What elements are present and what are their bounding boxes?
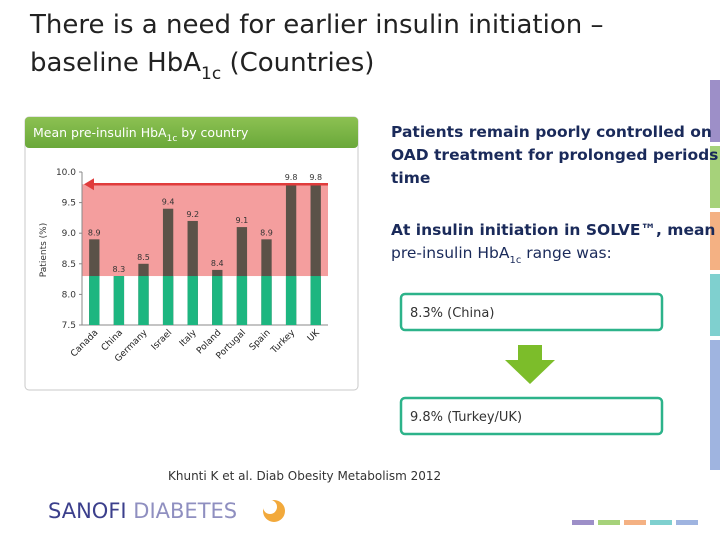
value-box: [399, 396, 664, 436]
value-label: 8.9: [88, 228, 101, 237]
y-tick-label: 8.5: [62, 260, 76, 270]
tab: [710, 212, 720, 270]
slide-title: baseline HbA1c (Countries): [30, 48, 374, 84]
slide-title: There is a need for earlier insulin init…: [29, 10, 604, 40]
point-text: OAD treatment for prolonged periods of: [391, 146, 720, 164]
dash: [676, 520, 698, 525]
value-label: 8.3: [113, 265, 126, 274]
value-label: 9.2: [186, 210, 199, 219]
y-axis-label: Patients (%): [39, 223, 49, 277]
value-label: 9.8: [309, 173, 322, 182]
box-text: 8.3% (China): [410, 306, 494, 321]
value-label: 8.9: [260, 228, 273, 237]
title-part: Mean pre-insulin HbA: [33, 125, 167, 140]
bar: [285, 184, 297, 325]
bar-base: [162, 276, 174, 325]
y-tick-label: 8.0: [62, 290, 77, 300]
bar: [310, 184, 321, 325]
title-part: baseline HbA: [30, 48, 201, 78]
dash: [598, 520, 620, 525]
text-subscript: 1c: [510, 255, 522, 266]
bar-base: [310, 276, 321, 325]
bar-base: [187, 276, 198, 325]
title-subscript: 1c: [201, 64, 221, 84]
down-arrow: [505, 345, 555, 384]
title-part: (Countries): [221, 48, 374, 78]
chart-header: [25, 117, 358, 148]
arrow-head: [84, 178, 94, 191]
bar-base: [212, 276, 223, 325]
tab: [710, 146, 720, 208]
chart-title: Mean pre-insulin HbA1c by country: [33, 125, 249, 144]
y-tick-label: 9.0: [62, 229, 77, 239]
dash: [572, 520, 594, 525]
tab: [710, 80, 720, 142]
value-label: 9.8: [285, 173, 298, 182]
citation: Khunti K et al. Diab Obesity Metabolism …: [168, 469, 441, 483]
value-label: 9.1: [236, 216, 249, 225]
dash: [650, 520, 672, 525]
bar-base: [138, 276, 149, 325]
tab: [710, 274, 720, 336]
dash: [624, 520, 646, 525]
logo-mark: [263, 500, 277, 514]
value-label: 8.4: [211, 259, 224, 268]
title-part: by country: [177, 125, 249, 140]
point-text: Patients remain poorly controlled on: [391, 123, 712, 141]
text-part: range was:: [521, 244, 611, 262]
plot: 7.58.08.59.09.510.0Canada8.9China8.3Germ…: [56, 168, 328, 364]
bar: [187, 220, 198, 325]
y-tick-label: 9.5: [62, 199, 76, 209]
bar-base: [236, 276, 248, 325]
bar-base: [89, 276, 100, 325]
value-box: [399, 292, 664, 332]
point-text: time: [391, 169, 430, 187]
point-text: pre-insulin HbA1c range was:: [391, 244, 612, 266]
logo-part: DIABETES: [127, 499, 238, 523]
title-subscript: 1c: [167, 134, 178, 144]
bar: [162, 208, 174, 325]
bar-base: [261, 276, 272, 325]
bar-base: [285, 276, 297, 325]
y-tick-label: 10.0: [56, 168, 76, 178]
logo: SANOFI DIABETES: [48, 499, 237, 523]
box-text: 9.8% (Turkey/UK): [410, 410, 522, 425]
text-part: pre-insulin HbA: [391, 244, 510, 262]
point-text: At insulin initiation in SOLVE™, mean: [391, 221, 715, 239]
value-label: 8.5: [137, 253, 150, 262]
bar-base: [113, 276, 125, 325]
y-tick-label: 7.5: [62, 321, 76, 331]
value-label: 9.4: [162, 198, 175, 207]
logo-part: SANOFI: [48, 499, 127, 523]
tab: [710, 340, 720, 470]
